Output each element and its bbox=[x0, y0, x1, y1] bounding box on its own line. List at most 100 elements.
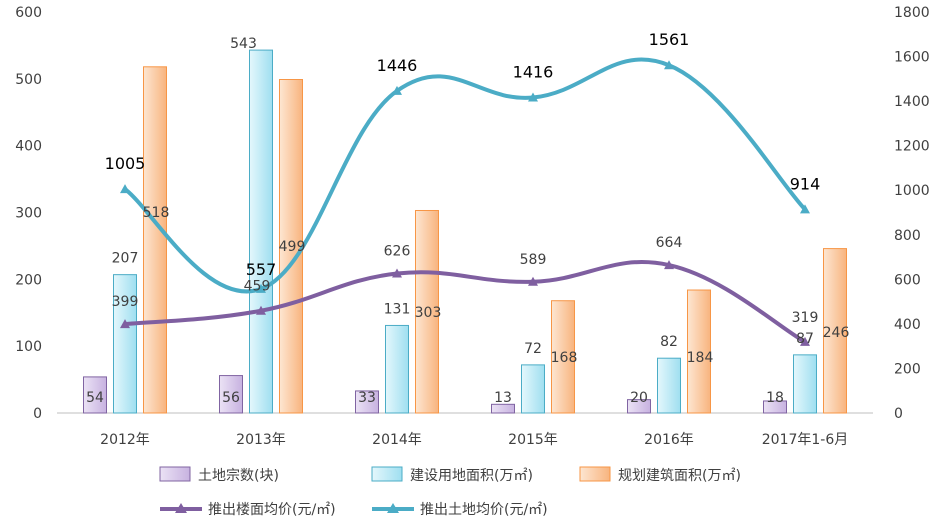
line-value-label: 1561 bbox=[649, 30, 690, 49]
line-value-label: 664 bbox=[656, 235, 683, 251]
x-tick-label: 2016年 bbox=[644, 432, 694, 448]
bar-value-label: 56 bbox=[222, 390, 240, 406]
bar-value-label: 543 bbox=[230, 36, 257, 52]
legend-swatch bbox=[579, 466, 611, 482]
axes: 0 100 200 300 400 500 600 0 200 400 600 800 1000 1200… bbox=[15, 5, 929, 448]
line-point-marker bbox=[120, 319, 130, 329]
bar bbox=[219, 375, 243, 414]
bar bbox=[491, 403, 515, 414]
bar-value-label: 87 bbox=[796, 331, 814, 347]
data-labels: 54 56 33 13 20 18 207 543 131 72 82 87 518 499 303 168 1… bbox=[86, 30, 849, 406]
legend-marker bbox=[175, 503, 187, 513]
right-tick-label: 1200 bbox=[894, 139, 930, 155]
bar-value-label: 184 bbox=[687, 350, 714, 366]
line-value-label: 557 bbox=[246, 260, 277, 279]
left-tick-label: 400 bbox=[15, 139, 42, 155]
right-tick-label: 1600 bbox=[894, 50, 930, 66]
bar bbox=[657, 357, 681, 414]
bar bbox=[763, 400, 787, 414]
bar bbox=[113, 274, 137, 414]
right-tick-label: 400 bbox=[894, 317, 921, 333]
bar-value-label: 518 bbox=[143, 205, 170, 221]
legend-swatch bbox=[371, 466, 403, 482]
lines bbox=[120, 57, 810, 346]
line-point-marker bbox=[256, 283, 266, 293]
legend-label: 建设用地面积(万㎡) bbox=[410, 468, 533, 484]
bar bbox=[415, 209, 439, 414]
line-point-marker bbox=[392, 85, 402, 95]
legend-marker bbox=[387, 503, 399, 513]
bar-value-label: 131 bbox=[384, 301, 411, 317]
line-value-label: 319 bbox=[792, 310, 819, 326]
bar bbox=[83, 376, 107, 414]
series-line bbox=[123, 260, 807, 344]
bar-value-label: 18 bbox=[766, 390, 784, 406]
bar-value-label: 207 bbox=[112, 251, 139, 267]
x-tick-label: 2014年 bbox=[372, 432, 422, 448]
line-point-marker bbox=[800, 204, 810, 214]
left-tick-label: 200 bbox=[15, 272, 42, 288]
right-tick-label: 600 bbox=[894, 272, 921, 288]
line-point-marker bbox=[800, 336, 810, 346]
line-point-marker bbox=[664, 60, 674, 70]
bar-value-label: 72 bbox=[524, 341, 542, 357]
bar bbox=[793, 354, 817, 414]
legend-swatch bbox=[159, 466, 191, 482]
right-tick-label: 0 bbox=[894, 406, 903, 422]
right-tick-label: 1000 bbox=[894, 183, 930, 199]
line-point-marker bbox=[120, 184, 130, 194]
right-tick-label: 200 bbox=[894, 361, 921, 377]
legend-label: 推出楼面均价(元/㎡) bbox=[208, 502, 336, 518]
x-tick-label: 2017年1-6月 bbox=[762, 432, 849, 448]
bar bbox=[627, 399, 651, 414]
bar-value-label: 168 bbox=[551, 350, 578, 366]
bar bbox=[521, 364, 545, 414]
bar bbox=[249, 49, 273, 414]
x-tick-label: 2012年 bbox=[100, 432, 150, 448]
left-tick-label: 500 bbox=[15, 72, 42, 88]
bar-value-label: 20 bbox=[630, 390, 648, 406]
left-tick-label: 600 bbox=[15, 5, 42, 21]
line-value-label: 399 bbox=[112, 294, 139, 310]
line-value-label: 1005 bbox=[105, 154, 146, 173]
line-point-marker bbox=[256, 305, 266, 315]
x-tick-label: 2013年 bbox=[236, 432, 286, 448]
legend-label: 推出土地均价(元/㎡) bbox=[420, 502, 548, 518]
bar bbox=[385, 324, 409, 414]
bar bbox=[823, 248, 847, 414]
line-value-label: 459 bbox=[244, 279, 271, 295]
right-tick-label: 1800 bbox=[894, 5, 930, 21]
bar-value-label: 303 bbox=[415, 305, 442, 321]
legend-label: 规划建筑面积(万㎡) bbox=[618, 468, 741, 484]
legend-label: 土地宗数(块) bbox=[198, 468, 279, 484]
bar bbox=[355, 390, 379, 414]
bar-value-label: 246 bbox=[823, 325, 850, 341]
line-value-label: 626 bbox=[384, 244, 411, 260]
right-tick-label: 1400 bbox=[894, 94, 930, 110]
bar-value-label: 13 bbox=[494, 390, 512, 406]
line-point-marker bbox=[392, 268, 402, 278]
line-value-label: 1446 bbox=[377, 56, 418, 75]
bar bbox=[687, 289, 711, 414]
line-point-marker bbox=[664, 260, 674, 270]
series-line bbox=[123, 57, 807, 294]
line-point-marker bbox=[528, 276, 538, 286]
bars bbox=[83, 49, 847, 414]
bar-value-label: 82 bbox=[660, 334, 678, 350]
line-value-label: 1416 bbox=[513, 63, 554, 82]
legend: 土地宗数(块) 建设用地面积(万㎡) 规划建筑面积(万㎡) 推出楼面均价(元/㎡) 推出… bbox=[159, 466, 741, 518]
bar bbox=[143, 66, 167, 414]
left-tick-label: 100 bbox=[15, 339, 42, 355]
line-value-label: 589 bbox=[520, 252, 547, 268]
line-value-label: 914 bbox=[790, 174, 821, 193]
right-tick-label: 800 bbox=[894, 228, 921, 244]
bar bbox=[551, 300, 575, 414]
bar-value-label: 499 bbox=[279, 239, 306, 255]
bar-value-label: 33 bbox=[358, 390, 376, 406]
left-tick-label: 0 bbox=[33, 406, 42, 422]
left-tick-label: 300 bbox=[15, 206, 42, 222]
line-point-marker bbox=[528, 92, 538, 102]
x-tick-label: 2015年 bbox=[508, 432, 558, 448]
bar-value-label: 54 bbox=[86, 390, 104, 406]
